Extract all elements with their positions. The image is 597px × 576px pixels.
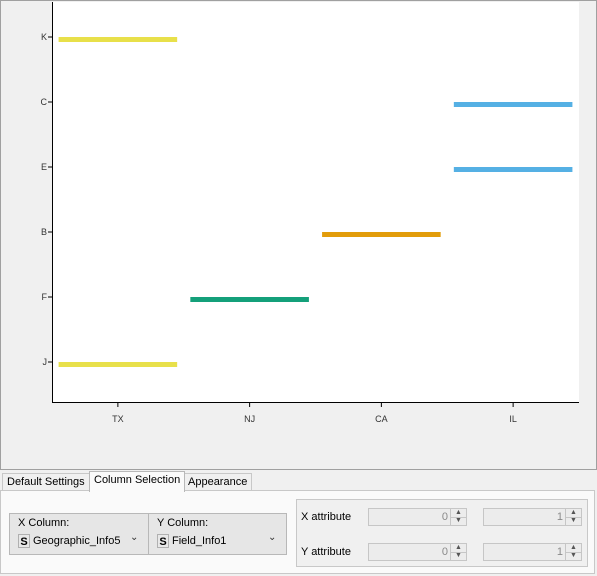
chart-area: TX NJ CA IL K C E B F J [0,0,597,470]
x-tick-label: IL [509,414,517,424]
plot-background [52,2,579,402]
x-tick-label: CA [375,414,388,424]
x-column-selector[interactable]: X Column: S Geographic_Info5 ⌄ [10,514,149,554]
tab-bar: Default Settings Column Selection Appear… [0,471,597,492]
attribute-group: X attribute 0 ▲ ▼ 1 ▲ ▼ Y attribute 0 ▲ … [296,499,588,567]
string-type-icon: S [157,534,169,548]
spin-up-icon[interactable]: ▲ [451,509,466,518]
data-point [58,37,178,42]
spin-up-icon[interactable]: ▲ [566,509,581,518]
data-point [453,102,573,107]
y-column-value: Field_Info1 [172,535,227,547]
x-column-value: Geographic_Info5 [33,535,121,547]
y-column-label: Y Column: [157,517,209,529]
spin-down-icon[interactable]: ▼ [455,552,462,559]
tab-appearance[interactable]: Appearance [183,473,253,491]
y-tick-label: C [41,97,48,107]
spinner-value: 1 [556,546,563,558]
column-selection-panel: X Column: S Geographic_Info5 ⌄ Y Column:… [0,490,595,574]
spinner-buttons: ▲ ▼ [565,544,581,560]
tab-default-settings[interactable]: Default Settings [2,473,90,491]
data-point [322,232,441,237]
spinner-value: 1 [556,511,563,523]
spinner-value: 0 [441,511,448,523]
chevron-down-icon[interactable]: ⌄ [130,532,139,543]
y-attribute-label: Y attribute [301,546,351,558]
chart-svg: TX NJ CA IL K C E B F J [41,2,579,424]
y-tick-label: F [42,292,48,302]
spin-down-icon[interactable]: ▼ [570,552,577,559]
data-point [453,167,573,172]
x-attribute-label: X attribute [301,511,352,523]
spin-down-icon[interactable]: ▼ [455,517,462,524]
chevron-down-icon[interactable]: ⌄ [268,532,277,543]
y-column-value-wrap: S Field_Info1 [157,533,226,549]
x-column-label: X Column: [18,517,70,529]
data-point [58,362,178,367]
spin-down-icon[interactable]: ▼ [570,517,577,524]
y-attribute-spinner-2[interactable]: 1 ▲ ▼ [483,543,582,561]
spinner-buttons: ▲ ▼ [450,544,466,560]
spin-up-icon[interactable]: ▲ [566,544,581,553]
spinner-value: 0 [441,546,448,558]
tab-column-selection[interactable]: Column Selection [89,471,186,492]
data-point [190,297,309,302]
spinner-buttons: ▲ ▼ [565,509,581,525]
y-tick-label: J [43,357,48,367]
x-attribute-spinner-1[interactable]: 0 ▲ ▼ [368,508,467,526]
column-selector-group: X Column: S Geographic_Info5 ⌄ Y Column:… [9,513,287,555]
y-tick-label: K [41,32,47,42]
y-column-selector[interactable]: Y Column: S Field_Info1 ⌄ [149,514,286,554]
string-type-icon: S [18,534,30,548]
spin-up-icon[interactable]: ▲ [451,544,466,553]
spinner-buttons: ▲ ▼ [450,509,466,525]
y-tick-label: E [41,162,47,172]
x-tick-label: TX [112,414,124,424]
x-tick-label: NJ [244,414,255,424]
x-column-value-wrap: S Geographic_Info5 [18,533,120,549]
x-attribute-spinner-2[interactable]: 1 ▲ ▼ [483,508,582,526]
y-attribute-spinner-1[interactable]: 0 ▲ ▼ [368,543,467,561]
y-tick-label: B [41,227,47,237]
